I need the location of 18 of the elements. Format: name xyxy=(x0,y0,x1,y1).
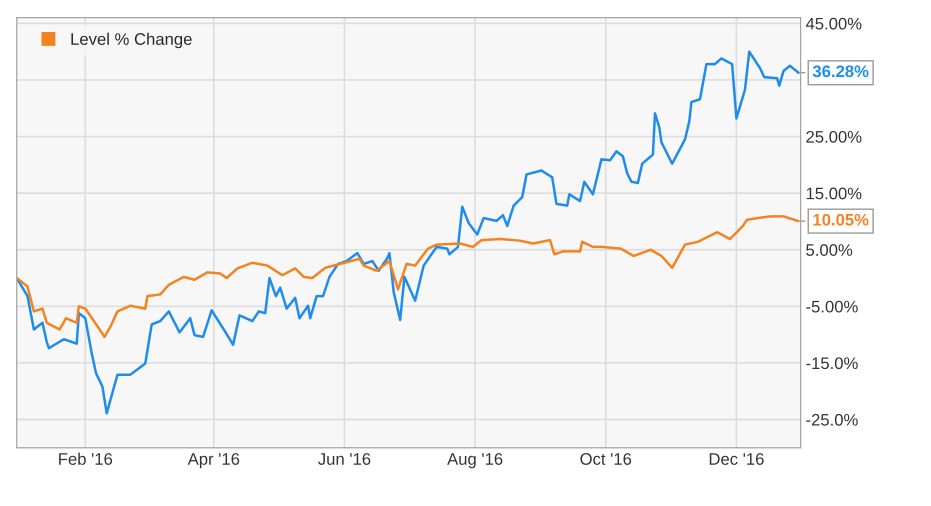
legend-label: Level % Change xyxy=(71,32,192,48)
x-tick-label: Aug '16 xyxy=(447,453,502,468)
annotation: 10.05% xyxy=(813,214,868,226)
x-tick-label: Oct '16 xyxy=(580,453,632,465)
y-tick-label: 15.00% xyxy=(806,188,862,200)
y-tick-label: 45.00% xyxy=(806,18,862,30)
y-tick-label: 5.00% xyxy=(806,244,852,256)
x-tick-label: Apr '16 xyxy=(188,453,240,468)
y-tick-label: 25.00% xyxy=(806,130,862,143)
line-series xyxy=(16,215,800,338)
x-tick-label: Jun '16 xyxy=(318,453,370,465)
y-tick-label: -5.00% xyxy=(806,300,858,313)
y-tick-label: -15.0% xyxy=(806,357,858,370)
annotation: 36.28% xyxy=(812,65,868,78)
x-tick-label: Feb '16 xyxy=(59,452,112,465)
line-series xyxy=(16,50,800,415)
y-tick-label: -25.0% xyxy=(806,414,858,426)
x-tick-label: Dec '16 xyxy=(710,453,764,465)
